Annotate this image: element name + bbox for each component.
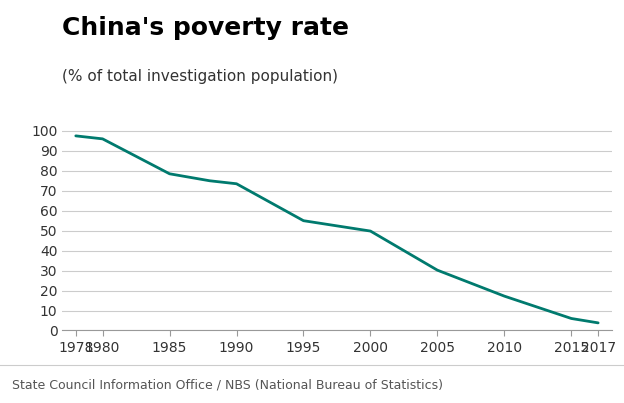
Text: State Council Information Office / NBS (National Bureau of Statistics): State Council Information Office / NBS (… xyxy=(12,379,444,392)
Text: (% of total investigation population): (% of total investigation population) xyxy=(62,69,338,83)
Text: BBC: BBC xyxy=(553,377,588,393)
Text: China's poverty rate: China's poverty rate xyxy=(62,16,349,40)
